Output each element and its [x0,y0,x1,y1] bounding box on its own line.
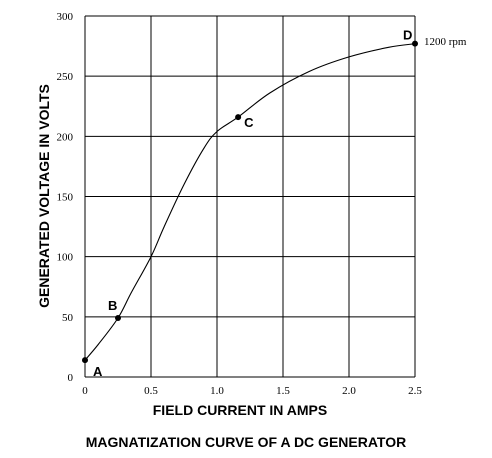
y-tick-label-1: 50 [62,312,74,324]
point-marker-c [235,114,242,121]
point-marker-a [82,357,88,364]
chart-title: MAGNATIZATION CURVE OF A DC GENERATOR [86,434,406,450]
x-tick-label-1: 0.5 [144,385,158,397]
series-line-1200rpm [84,43,416,361]
y-axis-title: GENERATED VOLTAGE IN VOLTS [36,84,52,308]
x-tick-label-4: 2.0 [342,385,356,397]
x-tick-label-5: 2.5 [408,385,422,397]
y-tick-label-5: 250 [57,71,74,83]
y-tick-label-3: 150 [57,192,74,204]
point-label-c: C [244,115,254,130]
y-tick-label-2: 100 [57,252,74,264]
x-tick-labels: 0 0.5 1.0 1.5 2.0 2.5 [82,385,422,397]
y-tick-label-6: 300 [57,11,74,23]
x-tick-label-2: 1.0 [210,385,224,397]
y-tick-label-4: 200 [57,131,74,143]
point-marker-d [412,40,418,47]
y-tick-labels: 0 50 100 150 200 250 300 [57,11,74,384]
point-label-a: A [93,364,103,379]
plot-grid [84,15,416,378]
point-label-d: D [403,28,412,43]
speed-annotation: 1200 rpm [424,36,467,48]
x-tick-label-0: 0 [82,385,88,397]
point-label-b: B [108,298,117,313]
y-tick-label-0: 0 [68,372,74,384]
x-tick-label-3: 1.5 [276,385,290,397]
point-markers: A B C D [82,28,418,379]
x-axis-title: FIELD CURRENT IN AMPS [153,402,327,418]
point-marker-b [115,315,121,322]
